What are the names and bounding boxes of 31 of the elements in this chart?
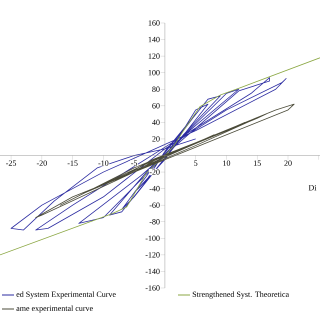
legend-label: ame experimental curve [16, 305, 93, 313]
x-axis-title: Di [308, 185, 316, 190]
y-tick-label: -160 [146, 285, 160, 291]
line-series [0, 57, 320, 256]
x-tick-label: 20 [284, 160, 292, 166]
y-tick-label: 60 [152, 103, 160, 109]
y-tick-label: 160 [148, 20, 160, 26]
y-tick-label: 120 [148, 53, 160, 59]
x-tick-label: -25 [6, 160, 16, 166]
x-tick-label: -20 [36, 160, 47, 166]
x-tick-label: -10 [98, 160, 108, 166]
y-tick-label: -120 [146, 252, 160, 258]
y-tick-label: -60 [150, 202, 160, 208]
x-tick-label: -5 [131, 160, 138, 166]
y-tick-label: 80 [152, 86, 160, 92]
x-tick-label: 15 [254, 160, 261, 166]
y-tick-label: -80 [150, 219, 160, 224]
x-tick-label: 5 [194, 160, 198, 166]
y-tick-label: -20 [150, 169, 160, 175]
y-tick-label: -140 [146, 268, 160, 274]
y-tick-label: 100 [148, 70, 160, 76]
legend-label: ed System Experimental Curve [16, 291, 116, 299]
y-tick-label: -40 [150, 186, 160, 192]
line-series [35, 104, 295, 218]
y-tick-label: 20 [152, 136, 160, 142]
y-tick-label: -100 [146, 236, 160, 242]
y-tick-label: 40 [152, 120, 160, 126]
legend-label: Strengthened Syst. Theoretica [192, 291, 289, 299]
x-tick-label: -15 [68, 160, 78, 166]
x-tick-label: 10 [223, 160, 230, 166]
y-tick-label: 140 [148, 36, 160, 42]
